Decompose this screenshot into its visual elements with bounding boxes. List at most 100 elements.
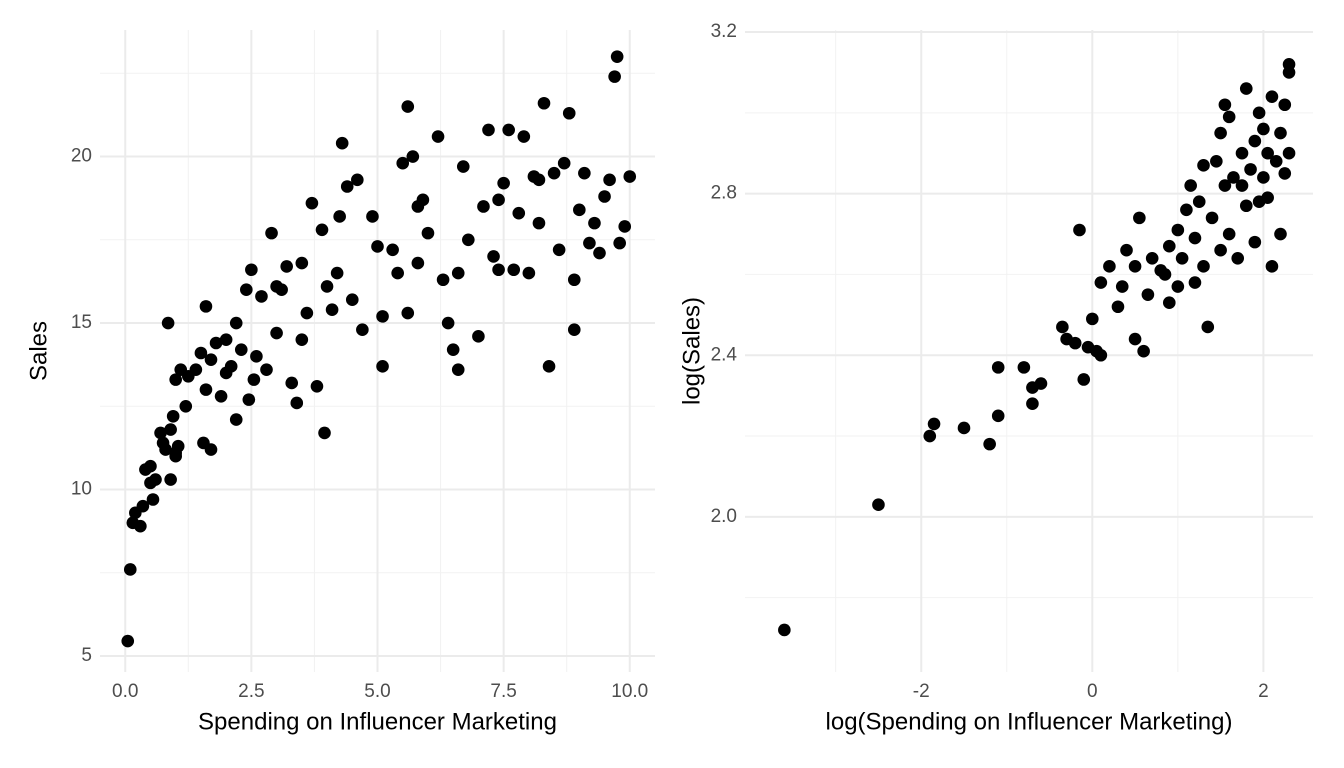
point xyxy=(436,273,450,287)
point xyxy=(204,443,218,456)
y-tick-label: 5 xyxy=(81,645,92,666)
point xyxy=(1244,163,1257,176)
point xyxy=(1137,344,1150,358)
point xyxy=(1282,146,1296,160)
point xyxy=(456,160,470,173)
point xyxy=(1086,312,1099,326)
point xyxy=(492,263,505,277)
point xyxy=(330,266,344,280)
point xyxy=(149,473,162,486)
point xyxy=(121,634,135,648)
point xyxy=(194,346,208,360)
point xyxy=(778,623,791,637)
point xyxy=(1205,211,1219,225)
point xyxy=(123,563,137,576)
point xyxy=(512,206,526,220)
point xyxy=(290,396,304,410)
point xyxy=(1269,155,1283,168)
point xyxy=(209,336,223,350)
point xyxy=(300,306,314,320)
point xyxy=(315,223,329,237)
point xyxy=(1265,90,1279,103)
point xyxy=(872,498,885,512)
point xyxy=(1235,146,1249,160)
point xyxy=(1201,320,1215,334)
x-axis-title: log(Spending on Influencer Marketing) xyxy=(826,708,1233,735)
point xyxy=(310,379,324,393)
point xyxy=(1218,98,1232,112)
point xyxy=(154,426,167,440)
point xyxy=(411,200,425,213)
point xyxy=(166,409,180,423)
point xyxy=(199,300,213,313)
point xyxy=(1261,146,1274,160)
point xyxy=(492,193,505,207)
point xyxy=(1120,243,1133,257)
point xyxy=(472,330,485,343)
point xyxy=(1252,195,1266,209)
point xyxy=(1171,280,1185,293)
panel: 0.0 2.5 5.0 7.5 10.0 5 10 15 20 Spending on Influ… xyxy=(25,30,655,735)
point xyxy=(295,333,309,346)
point xyxy=(502,123,515,137)
point xyxy=(159,443,172,456)
point xyxy=(1210,155,1223,168)
point xyxy=(366,210,379,223)
point xyxy=(1158,268,1172,281)
point xyxy=(507,263,521,277)
point xyxy=(991,361,1005,374)
point xyxy=(1274,126,1287,140)
point xyxy=(1133,211,1146,225)
point xyxy=(164,423,177,436)
point xyxy=(1248,134,1262,148)
x-tick-label: -2 xyxy=(913,681,930,702)
point xyxy=(1218,179,1232,192)
point xyxy=(532,173,546,187)
point xyxy=(234,343,248,356)
point xyxy=(1068,336,1082,350)
point xyxy=(537,96,551,110)
point xyxy=(391,266,404,280)
point xyxy=(1192,195,1206,209)
point xyxy=(1278,167,1292,180)
point xyxy=(1282,66,1296,79)
x-tick-label: 10.0 xyxy=(611,681,648,702)
point xyxy=(1222,110,1236,124)
point xyxy=(371,240,384,253)
point xyxy=(991,409,1005,423)
point xyxy=(1073,223,1086,237)
y-tick-label: 10 xyxy=(71,479,92,500)
y-axis-title: log(Sales) xyxy=(678,297,705,405)
point xyxy=(161,316,175,330)
point xyxy=(356,323,369,336)
point xyxy=(1128,332,1142,346)
point xyxy=(285,376,299,390)
point xyxy=(1175,251,1189,265)
point xyxy=(983,437,996,451)
point xyxy=(1103,260,1116,273)
point xyxy=(431,130,445,143)
point xyxy=(280,260,293,273)
x-tick-label: 2.5 xyxy=(238,681,264,702)
y-tick-label: 2.4 xyxy=(711,344,738,365)
y-tick-label: 2.0 xyxy=(711,506,737,527)
point xyxy=(1214,243,1227,257)
point xyxy=(1197,159,1210,172)
point xyxy=(1180,203,1193,217)
point xyxy=(320,280,334,293)
point xyxy=(598,190,611,203)
point xyxy=(1056,320,1069,334)
point xyxy=(1162,239,1176,253)
point xyxy=(270,326,283,340)
x-tick-label: 5.0 xyxy=(364,681,390,702)
point xyxy=(179,399,193,413)
point xyxy=(1222,227,1236,241)
x-tick-label: 0.0 xyxy=(112,681,138,702)
x-axis-title: Spending on Influencer Marketing xyxy=(198,708,557,735)
point xyxy=(1239,199,1253,213)
point xyxy=(1257,171,1270,184)
point xyxy=(169,446,182,460)
point xyxy=(1235,179,1249,192)
point xyxy=(557,156,571,170)
